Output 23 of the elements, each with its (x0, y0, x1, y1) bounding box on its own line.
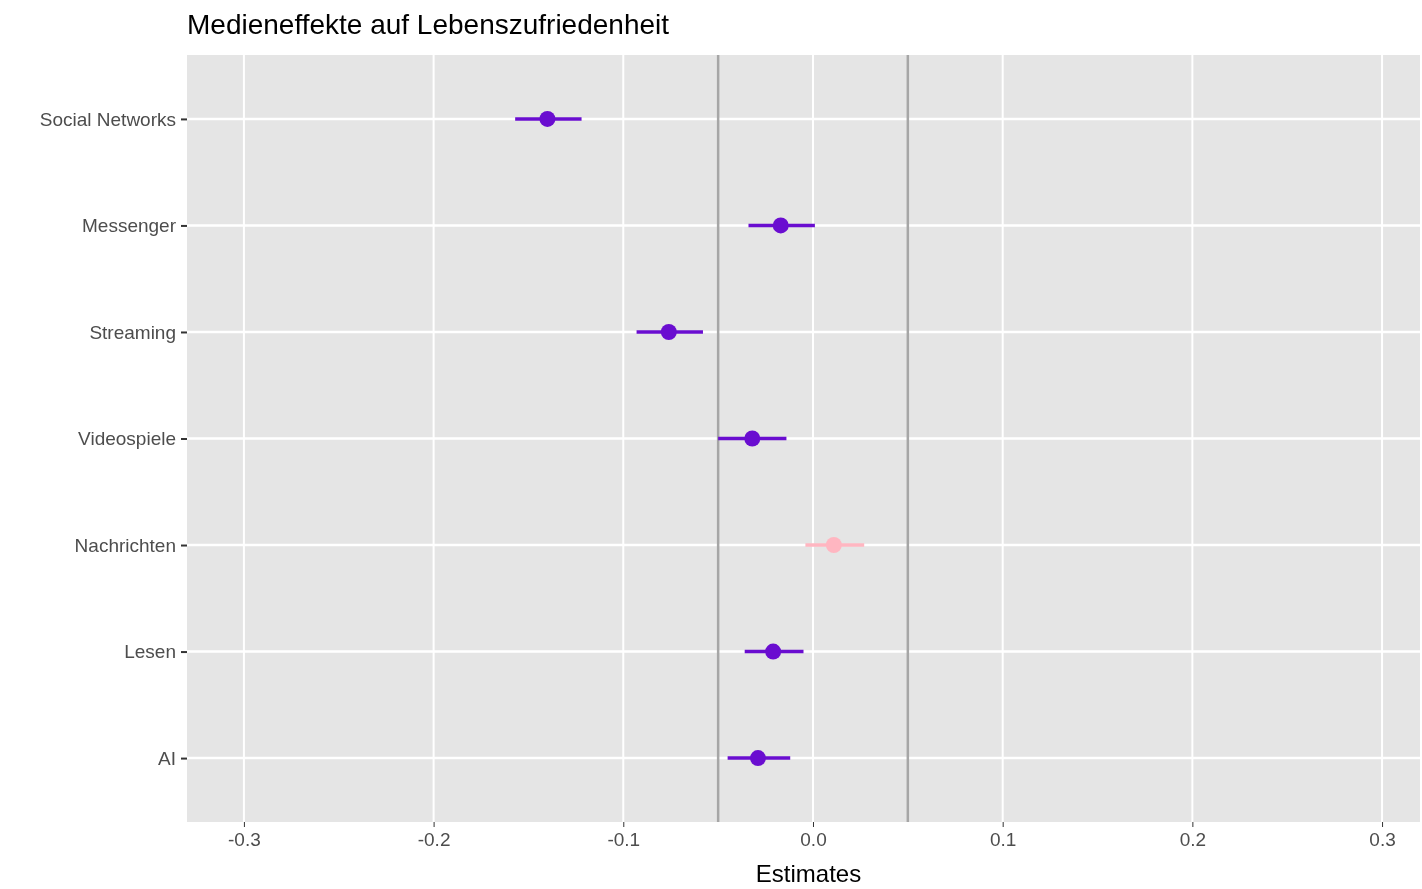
x-tick-label: -0.2 (417, 829, 451, 851)
y-tick-label: Social Networks (39, 108, 176, 130)
y-tick-label: Messenger (82, 215, 177, 237)
point (660, 323, 677, 340)
x-tick-label: -0.3 (228, 829, 261, 851)
x-tick-label: 0.1 (989, 829, 1017, 851)
point (744, 430, 761, 447)
x-tick-label: -0.1 (607, 829, 641, 851)
x-axis-title: Estimates (755, 860, 862, 887)
point (749, 750, 766, 767)
y-tick-label: Lesen (124, 641, 176, 663)
y-tick-label: Videospiele (78, 428, 176, 450)
point (825, 537, 842, 554)
x-tick-label: 0.3 (1369, 829, 1396, 851)
point (765, 643, 782, 660)
x-tick-label: 0.2 (1179, 829, 1207, 851)
y-tick-label: Streaming (89, 321, 176, 343)
y-tick-label: AI (158, 747, 176, 769)
y-tick-label: Nachrichten (74, 534, 176, 556)
chart-title: Medieneffekte auf Lebenszufriedenheit (187, 9, 670, 40)
point (772, 217, 789, 234)
point (539, 110, 556, 127)
x-tick-label: 0.0 (800, 829, 827, 851)
